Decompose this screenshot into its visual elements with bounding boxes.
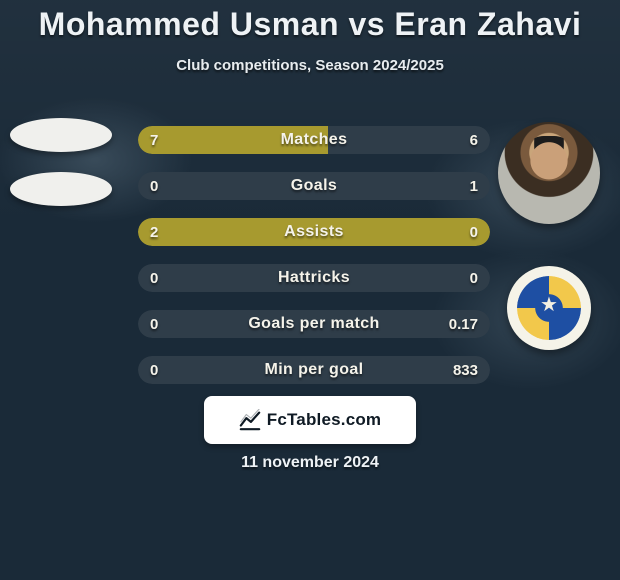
club1-avatar-placeholder	[10, 172, 112, 206]
stat-label: Min per goal	[138, 356, 490, 384]
brand-pill: FcTables.com	[204, 396, 416, 444]
stat-value-right: 0	[470, 264, 478, 292]
stat-value-right: 833	[453, 356, 478, 384]
stat-value-left: 0	[150, 172, 158, 200]
stat-row: Hattricks0 0	[138, 264, 490, 292]
stat-row: Goals per match0 0.17	[138, 310, 490, 338]
stat-value-left: 0	[150, 356, 158, 384]
stat-value-left: 0	[150, 264, 158, 292]
stat-value-left: 2	[150, 218, 158, 246]
comparison-bars: Matches76Goals01Assists20Hattricks00Goal…	[138, 126, 490, 384]
subtitle: Club competitions, Season 2024/2025	[0, 57, 620, 74]
stat-value-right: 1	[470, 172, 478, 200]
stat-row: Assists2 0	[138, 218, 490, 246]
left-avatars	[10, 118, 112, 206]
player2-avatar	[498, 122, 600, 224]
stat-value-left: 0	[150, 310, 158, 338]
chart-icon	[239, 409, 261, 431]
stat-value-right: 0.17	[449, 310, 478, 338]
stat-label: Goals per match	[138, 310, 490, 338]
stat-row: Goals0 1	[138, 172, 490, 200]
brand-text: FcTables.com	[267, 410, 382, 430]
club2-avatar	[507, 266, 591, 350]
page-title: Mohammed Usman vs Eran Zahavi	[0, 6, 620, 43]
stat-row: Min per goal0 833	[138, 356, 490, 384]
stat-label: Assists	[138, 218, 490, 246]
stat-value-right: 0	[470, 218, 478, 246]
stat-label: Goals	[138, 172, 490, 200]
stat-label: Matches	[138, 126, 490, 154]
stat-label: Hattricks	[138, 264, 490, 292]
stat-value-left: 7	[150, 126, 158, 154]
footnote-date: 11 november 2024	[0, 454, 620, 472]
stat-row: Matches7 6	[138, 126, 490, 154]
right-avatars	[498, 122, 600, 350]
player1-avatar-placeholder	[10, 118, 112, 152]
card: Mohammed Usman vs Eran Zahavi Club compe…	[0, 0, 620, 580]
stat-value-right: 6	[470, 126, 478, 154]
